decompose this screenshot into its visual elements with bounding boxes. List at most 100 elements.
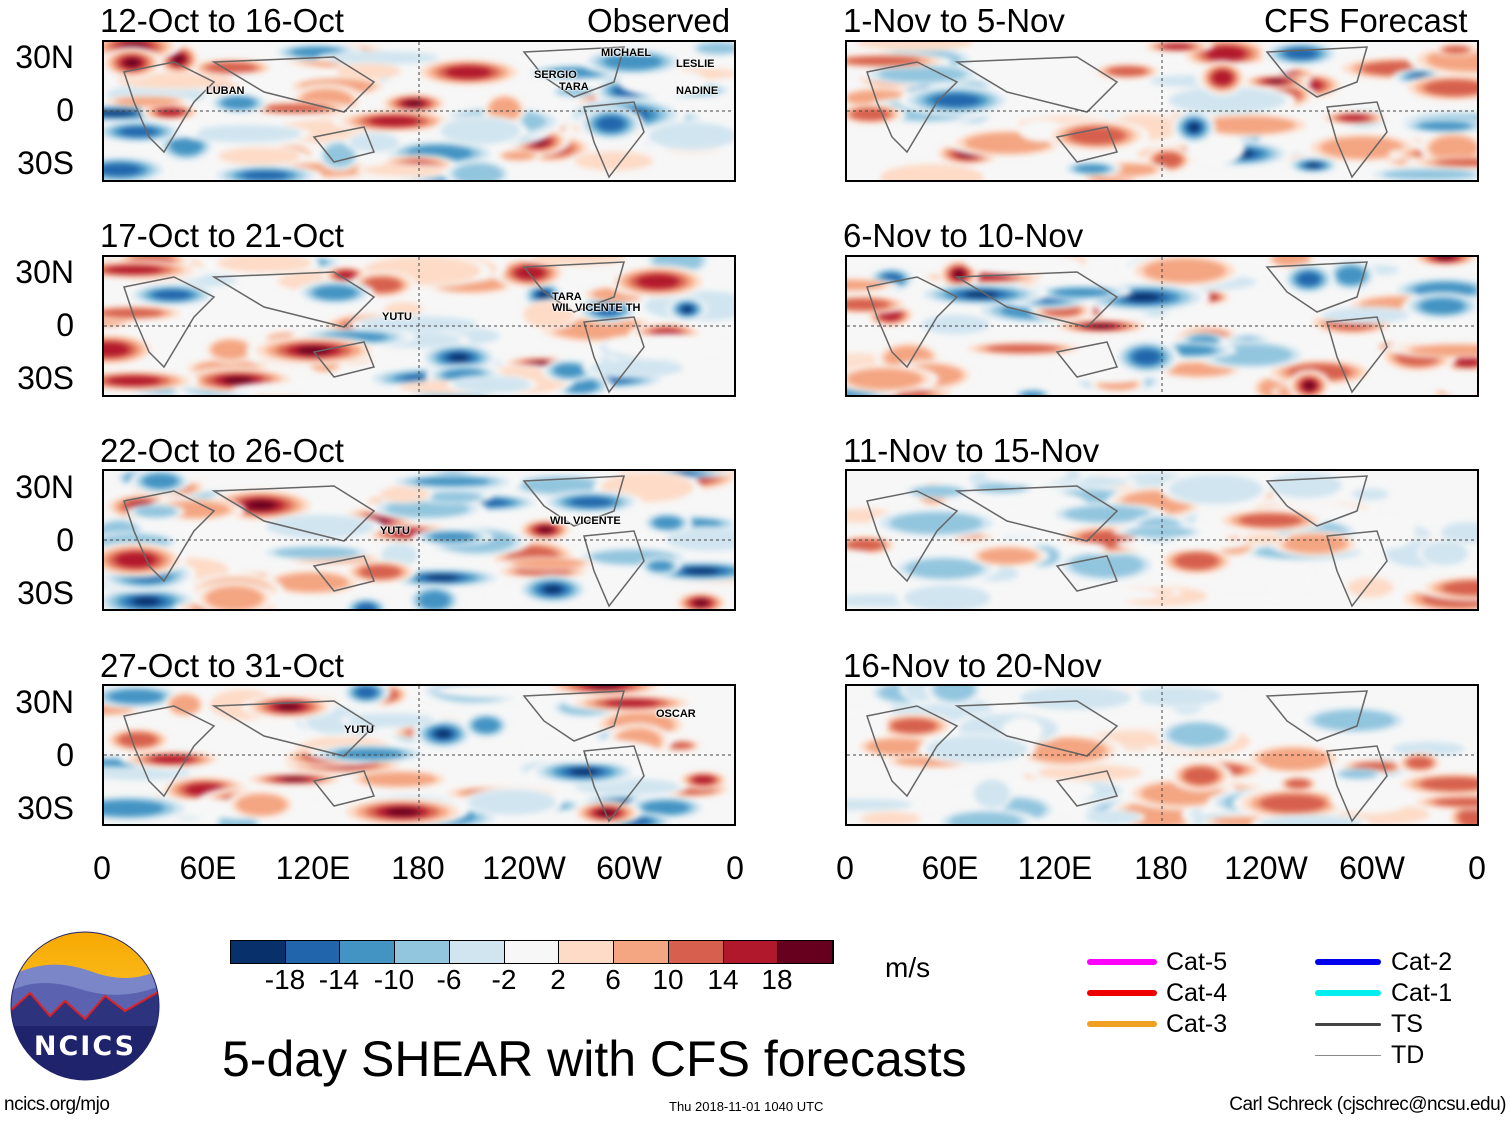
shear-contour	[357, 603, 376, 609]
lat-label: 30S	[17, 145, 74, 181]
shear-contour	[349, 132, 400, 152]
shear-contour	[277, 703, 301, 710]
coastlines	[866, 690, 1388, 823]
shear-contour	[1313, 710, 1395, 731]
shear-contour	[384, 302, 423, 316]
shear-contour	[684, 568, 719, 574]
shear-contour	[912, 486, 964, 497]
shear-contour	[1183, 767, 1219, 785]
shear-contour	[889, 512, 983, 534]
shear-contour	[440, 117, 521, 145]
shear-contour	[847, 279, 885, 291]
shear-contour	[1339, 769, 1377, 779]
shear-contour	[963, 291, 998, 298]
shear-contour	[262, 104, 330, 113]
storm-label: WIL VICENTE TH	[552, 302, 641, 314]
shear-contour	[692, 776, 715, 784]
shear-contour	[1436, 257, 1455, 260]
footer-timestamp: Thu 2018-11-01 1040 UTC	[669, 1099, 824, 1114]
lon-label: 0	[1468, 850, 1486, 886]
shear-contour	[107, 376, 161, 386]
shear-contour	[597, 809, 616, 816]
colorbar-label: 10	[652, 964, 684, 995]
shear-contour	[1458, 807, 1477, 824]
coastlines	[123, 475, 645, 608]
map-panel-17oct: YUTU TARA WIL VICENTE TH	[102, 255, 736, 397]
legend-label: TD	[1391, 1041, 1425, 1069]
shear-contour	[211, 339, 250, 360]
colorbar-swatch	[668, 941, 724, 963]
shear-contour	[978, 547, 1038, 564]
shear-contour	[426, 491, 482, 503]
shear-contour	[1434, 159, 1477, 166]
shear-contour	[274, 547, 359, 558]
shear-contour	[385, 500, 470, 518]
coastlines	[123, 261, 645, 394]
shear-contour	[119, 127, 157, 137]
shear-contour	[356, 687, 377, 698]
shear-contour	[1441, 521, 1477, 544]
shear-contour	[597, 116, 625, 131]
lat-label: 30S	[17, 360, 74, 396]
shear-contour	[104, 110, 134, 116]
shear-contour	[1272, 257, 1310, 266]
shear-field	[104, 686, 734, 824]
storm-label: LESLIE	[676, 58, 715, 70]
lon-label: 180	[1134, 850, 1188, 886]
shear-contour	[537, 526, 553, 533]
lat-label: 30S	[17, 790, 74, 826]
shear-contour	[1306, 163, 1321, 168]
shear-contour	[847, 539, 884, 551]
shear-contour	[132, 597, 160, 606]
lon-label: 120W	[482, 850, 566, 886]
shear-contour	[1442, 581, 1477, 596]
shear-contour	[326, 51, 440, 65]
legend-label: Cat-3	[1166, 1010, 1228, 1038]
colorbar-swatch	[723, 941, 779, 963]
shear-contour	[1037, 764, 1144, 781]
main-title: 5-day SHEAR with CFS forecasts	[222, 1031, 967, 1087]
shear-contour	[637, 274, 679, 289]
shear-contour	[847, 56, 921, 66]
colorbar-swatch	[395, 941, 450, 963]
legend-line-td	[1315, 1054, 1381, 1056]
shear-contour	[191, 124, 302, 143]
shear-contour	[847, 549, 875, 564]
shear-contour	[648, 122, 734, 150]
shear-contour	[362, 277, 402, 293]
map-panel-16nov	[845, 684, 1479, 826]
shear-field	[847, 257, 1477, 395]
shear-contour	[418, 591, 450, 609]
shear-contour	[445, 66, 492, 79]
shear-field	[104, 257, 734, 395]
shear-contour	[847, 368, 923, 390]
legend-label: TS	[1391, 1010, 1423, 1038]
shear-contour	[1406, 757, 1433, 769]
lon-label: 60W	[1339, 850, 1405, 886]
colorbar-label: -2	[491, 964, 517, 995]
shear-contour	[537, 291, 549, 300]
shear-field	[104, 42, 734, 180]
shear-contour	[648, 561, 673, 572]
shear-contour	[1264, 559, 1313, 595]
shear-contour	[1366, 515, 1416, 549]
colorbar-label: 2	[550, 964, 566, 995]
shear-contour	[468, 789, 557, 815]
observed-label: Observed	[587, 2, 731, 39]
lon-label: 120E	[1017, 850, 1093, 886]
shear-contour	[170, 694, 200, 715]
shear-contour	[860, 811, 921, 824]
lat-label: 30S	[17, 575, 74, 611]
shear-contour	[905, 558, 983, 579]
shear-contour	[1143, 258, 1227, 283]
shear-contour	[246, 500, 276, 510]
legend-line-cat-4	[1087, 990, 1157, 996]
legend-label: Cat-4	[1166, 979, 1228, 1007]
shear-contour	[1339, 115, 1369, 121]
shear-contour	[379, 485, 430, 503]
colorbar-swatch	[449, 941, 505, 963]
panel-title: 17-Oct to 21-Oct	[100, 217, 344, 254]
shear-contour	[1421, 541, 1468, 566]
shear-contour	[104, 163, 141, 176]
shear-contour	[104, 342, 129, 357]
